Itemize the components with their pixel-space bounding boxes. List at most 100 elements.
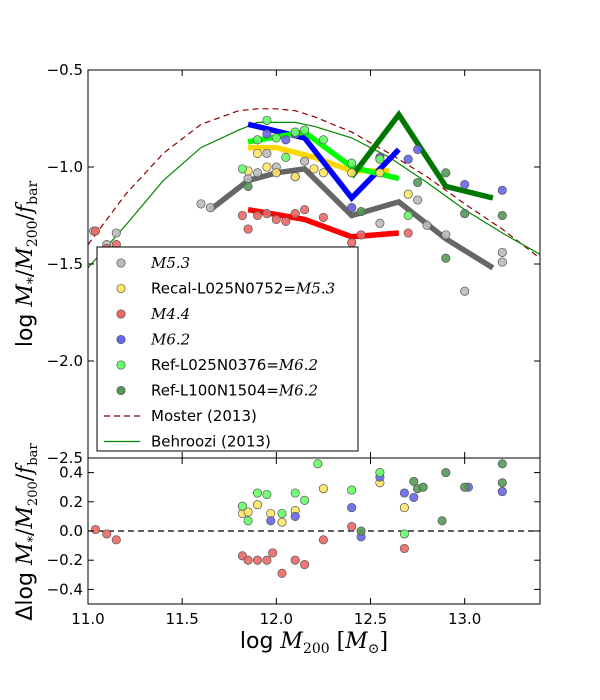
main-y-tick-label: −2.5 <box>47 449 83 467</box>
recal-l025n0752-point <box>271 168 281 178</box>
m6-2-residual-point <box>290 511 300 521</box>
m4-4-point <box>300 205 310 215</box>
main-reference-lines <box>88 108 540 269</box>
ref-l025n0376-residual-point <box>313 459 323 469</box>
m4-4-point <box>237 210 247 221</box>
moster-2013-legend-label: Moster (2013) <box>151 407 257 425</box>
m5-3-point <box>196 199 206 209</box>
behroozi-2013-legend-label: Behroozi (2013) <box>151 433 271 451</box>
ref-l100n1504-point <box>441 253 451 263</box>
main-y-tick-label: −0.5 <box>47 61 83 79</box>
m4-4-point <box>290 209 300 219</box>
m5-3-point <box>300 156 310 166</box>
ref-l025n0376-residual-point <box>243 516 253 526</box>
ref-l025n0376-point <box>271 133 281 143</box>
m4-4-residual-point <box>268 548 278 558</box>
m5-3-point <box>422 220 432 230</box>
recal-l025n0752-point <box>252 148 263 158</box>
m6-2-point <box>281 135 291 145</box>
ref-l100n1504-point <box>356 207 366 217</box>
m5-3-legend-label: M5.3 <box>150 254 190 272</box>
residual-y-tick-label: 0.0 <box>59 522 83 540</box>
m5-3-point <box>243 174 253 184</box>
m4-4-point <box>403 228 413 238</box>
ref-l025n0376-point <box>318 135 328 145</box>
m4-4-residual-point <box>318 535 328 545</box>
m5-3-point <box>460 286 470 296</box>
main-median-lines <box>208 109 495 271</box>
m4-4-point <box>347 238 357 248</box>
x-axis-label: log M200 [M⊙] <box>240 629 388 657</box>
m5-3-point <box>497 257 507 267</box>
ref-l025n0376-legend-marker <box>116 360 126 370</box>
recal-l025n0752-point <box>318 168 328 178</box>
recal-l025n0752-point <box>375 168 385 178</box>
ref-l100n1504-residual-point <box>437 516 447 526</box>
ref-l025n0376-residual-point <box>375 468 385 478</box>
ref-l025n0376-residual-point <box>300 495 310 505</box>
recal-l025n0752-point <box>262 162 272 172</box>
m6-2-legend-marker <box>116 334 126 345</box>
ref-l025n0376-residual-point <box>347 485 357 495</box>
recal-l025n0752-residual-point <box>277 517 287 527</box>
recal-l025n0752-point <box>290 172 300 182</box>
ref-l100n1504-point <box>441 168 451 178</box>
residual-y-tick-label: 0.4 <box>59 464 83 482</box>
m6-2-residual-point <box>399 488 409 498</box>
m5-3-point <box>252 168 263 178</box>
m4-4-residual-point <box>102 529 112 539</box>
ref-l025n0376-residual-point <box>399 529 409 539</box>
ref-l025n0376-legend-label: Ref-L025N0376=M6.2 <box>151 356 318 374</box>
residual-y-tick-label: −0.2 <box>47 551 83 569</box>
recal-l025n0752-residual-point <box>243 507 253 517</box>
ref-l025n0376-point <box>375 154 385 164</box>
main-y-tick-label: −2.0 <box>47 352 83 370</box>
ref-l025n0376-point <box>403 210 413 221</box>
m4-4-residual-point <box>90 524 101 535</box>
residual-panel: 11.0 11.5 12.0 12.5 13.0 −0.4 −0.2 0.0 0.2 0.4 <box>47 457 541 628</box>
ref-l100n1504-point <box>243 181 253 191</box>
ref-l100n1504-residual-point <box>441 468 451 478</box>
y-axis-label-residual: Δlog M*/M200/fbar <box>13 443 41 621</box>
m4-4-point <box>318 212 328 222</box>
m4-4-residual-point <box>399 543 409 554</box>
ref-l100n1504-residual-point <box>356 526 366 536</box>
recal-l025n0752-residual-point <box>318 484 328 494</box>
m6-2-residual-point <box>347 503 357 513</box>
m5-3-point <box>205 203 215 213</box>
m5-3-point <box>262 148 272 158</box>
recal-l025n0752-point <box>403 189 413 199</box>
m5-3-point <box>413 195 423 205</box>
ref-l025n0376-point <box>281 152 291 162</box>
y-axis-label-main: log M*/M200/fbar <box>13 181 41 348</box>
ref-l100n1504-point <box>460 209 470 219</box>
m4-4-point <box>356 230 366 240</box>
main-panel: −2.5 −2.0 −1.5 −1.0 −0.5 M5.3 Recal-L025N0752… <box>47 61 541 467</box>
m4-4-residual-point <box>262 555 272 565</box>
m4-4-point <box>281 216 291 226</box>
m4-4-residual-point <box>252 555 263 565</box>
ref-l100n1504-point <box>497 210 507 221</box>
m4-4-point <box>252 210 263 221</box>
ref-l025n0376-point <box>237 164 247 174</box>
ref-l025n0376-point <box>300 125 310 135</box>
ref-l100n1504-residual-point <box>460 482 470 492</box>
recal-l025n0752-point <box>309 164 319 174</box>
m4-4-legend-label: M4.4 <box>150 305 190 323</box>
ref-l100n1504-residual-point <box>497 478 507 488</box>
m4-4-point <box>271 214 281 224</box>
m5-3-point <box>375 218 385 228</box>
m6-2-point <box>413 144 423 155</box>
m5-3-legend-marker <box>116 258 126 268</box>
main-y-tick-label: −1.5 <box>47 255 83 273</box>
ref-l100n1504-residual-point <box>409 476 419 486</box>
main-y-tick-label: −1.0 <box>47 158 83 176</box>
legend-box <box>96 246 359 452</box>
m6-2-point <box>403 154 413 164</box>
residual-scatter-points <box>90 459 507 578</box>
x-tick-label: 11.5 <box>165 610 198 628</box>
m6-2-residual-point <box>497 487 507 497</box>
x-tick-label: 11.0 <box>71 610 104 628</box>
m4-4-legend-marker <box>116 309 126 319</box>
